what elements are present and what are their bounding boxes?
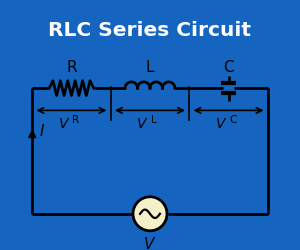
Text: $V$: $V$ [136,116,149,130]
Text: R: R [66,60,77,74]
Circle shape [133,197,167,231]
Text: L: L [146,60,154,74]
Text: RLC Series Circuit: RLC Series Circuit [49,20,251,40]
Text: L: L [151,115,156,125]
Text: $V$: $V$ [143,235,157,250]
Text: C: C [223,60,234,74]
Text: $V$: $V$ [58,116,70,130]
Text: $V$: $V$ [215,116,227,130]
Text: $I$: $I$ [39,122,45,138]
Text: C: C [229,115,236,125]
Text: R: R [72,115,79,125]
